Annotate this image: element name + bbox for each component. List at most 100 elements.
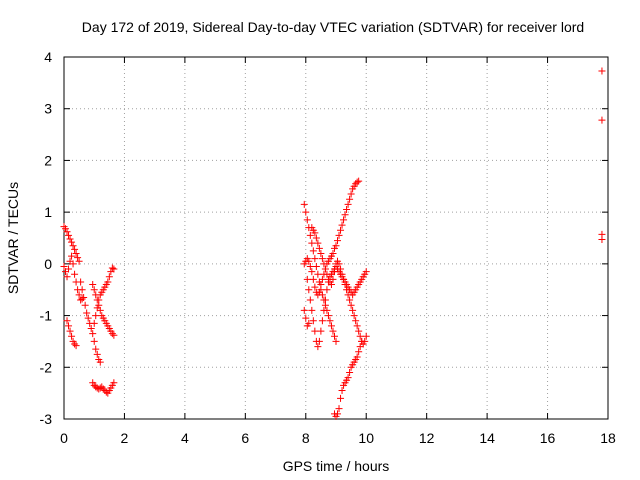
data-point [90, 337, 98, 345]
data-point [63, 228, 71, 236]
data-point [309, 275, 317, 283]
data-point [72, 342, 80, 350]
series-late-arc-d [303, 262, 370, 351]
data-point [335, 405, 343, 413]
data-point [324, 278, 332, 286]
data-point [68, 252, 76, 260]
data-point [338, 387, 346, 395]
data-point [300, 200, 308, 208]
data-points [60, 67, 606, 420]
data-point [332, 337, 340, 345]
data-point [63, 273, 71, 281]
data-point [302, 314, 310, 322]
data-point [355, 348, 363, 356]
data-point [71, 270, 79, 278]
x-tick-label: 2 [121, 430, 129, 446]
data-point [353, 353, 361, 361]
data-point [346, 368, 354, 376]
series-late-arc-c [308, 224, 370, 348]
data-point [92, 312, 100, 320]
data-point [347, 301, 355, 309]
data-point [90, 286, 98, 294]
data-point [320, 306, 328, 314]
data-point [65, 265, 73, 273]
chart-title: Day 172 of 2019, Sidereal Day-to-day VTE… [82, 19, 584, 35]
data-point [309, 317, 317, 325]
data-point [317, 327, 325, 335]
series-early-arc-e [90, 264, 118, 327]
data-point [311, 327, 319, 335]
data-point [308, 306, 316, 314]
data-point [81, 301, 89, 309]
data-point [96, 358, 104, 366]
data-point [309, 247, 317, 255]
data-point [352, 317, 360, 325]
data-point [346, 195, 354, 203]
data-point [330, 332, 338, 340]
data-point [63, 317, 71, 325]
data-point [311, 283, 319, 291]
data-point [108, 264, 116, 272]
data-point [332, 242, 340, 250]
data-point [305, 286, 313, 294]
data-point [312, 262, 320, 270]
data-point [306, 231, 314, 239]
data-point [318, 317, 326, 325]
data-point [353, 178, 361, 186]
data-point [71, 245, 79, 253]
data-point [87, 325, 95, 332]
data-point [65, 322, 73, 330]
data-point [308, 268, 316, 276]
data-point [355, 177, 363, 185]
data-point [334, 237, 342, 245]
data-point [327, 322, 335, 330]
data-point [349, 306, 357, 314]
data-point [108, 330, 116, 338]
data-point [598, 67, 606, 75]
x-tick-label: 8 [302, 430, 310, 446]
data-point [358, 337, 366, 345]
data-point [337, 226, 345, 234]
data-point [321, 265, 329, 273]
y-tick-label: 2 [44, 152, 52, 168]
data-point [69, 260, 77, 268]
data-point [315, 337, 323, 345]
series-early-arc-c [77, 278, 104, 366]
data-point [92, 345, 100, 353]
data-point [60, 262, 68, 270]
data-point [335, 231, 343, 239]
data-point [362, 268, 370, 276]
data-point [318, 291, 326, 299]
data-point [314, 239, 322, 247]
y-tick-label: -1 [40, 308, 53, 324]
data-point [311, 229, 319, 237]
data-point [300, 306, 308, 314]
data-point [344, 374, 352, 382]
data-point [69, 242, 77, 250]
data-point [341, 211, 349, 219]
data-point [78, 286, 86, 294]
data-point [71, 340, 79, 348]
data-point [326, 317, 334, 325]
data-point [329, 327, 337, 335]
data-point [598, 236, 606, 244]
data-point [89, 330, 97, 338]
data-point [75, 257, 83, 265]
data-point [324, 312, 332, 320]
data-point [96, 384, 104, 392]
x-tick-label: 12 [419, 430, 435, 446]
data-point [83, 309, 91, 317]
data-point [312, 234, 320, 242]
data-point [77, 278, 85, 286]
x-tick-label: 18 [600, 430, 616, 446]
data-point [362, 332, 370, 340]
data-point [315, 244, 323, 252]
data-point [334, 410, 342, 418]
data-point [93, 304, 101, 312]
data-point [347, 190, 355, 198]
data-point [338, 221, 346, 229]
data-point [66, 327, 74, 335]
data-point [303, 216, 311, 224]
x-tick-label: 4 [181, 430, 189, 446]
